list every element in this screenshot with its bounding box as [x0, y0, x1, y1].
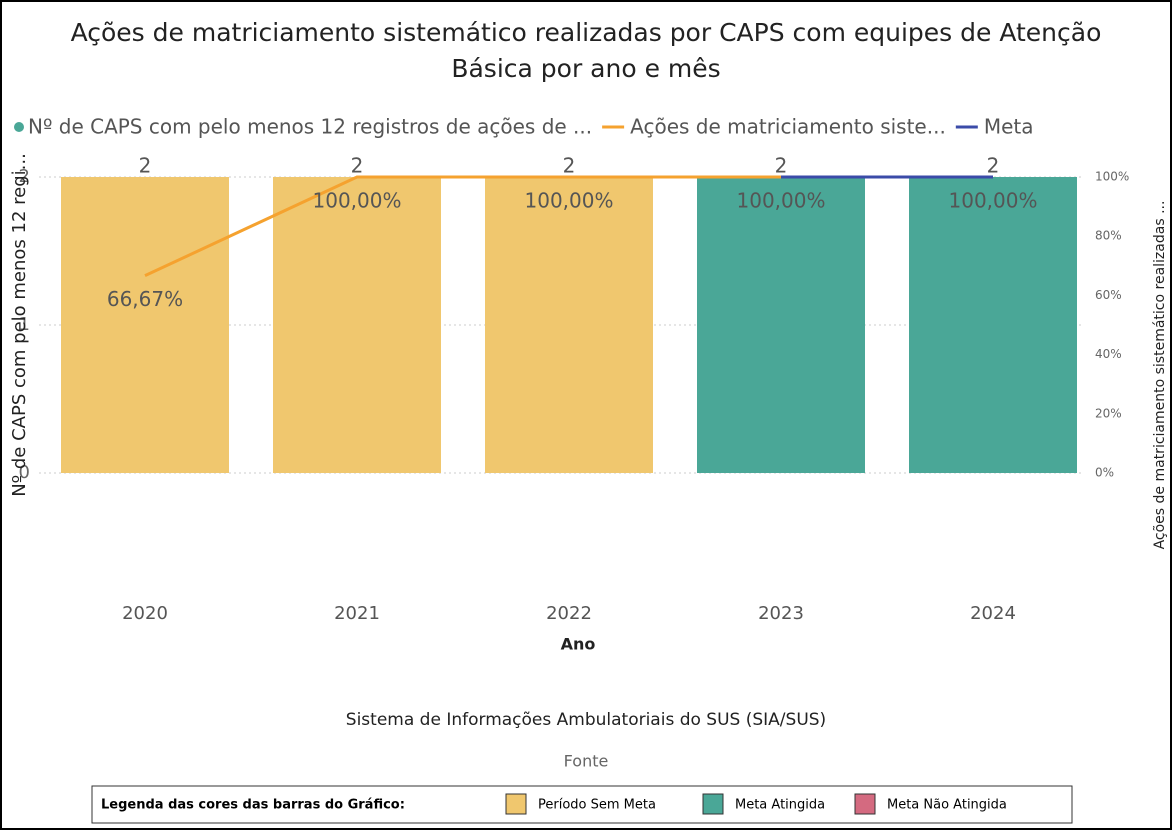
color-legend-title: Legenda das cores das barras do Gráfico: [101, 798, 405, 813]
bar [909, 177, 1077, 473]
color-legend-label: Meta Não Atingida [887, 798, 1007, 813]
y2-tick-label: 80% [1095, 229, 1122, 243]
chart-title: Básica por ano e mês [451, 54, 720, 83]
bar [61, 177, 229, 473]
bar [485, 177, 653, 473]
legend-label: Meta [984, 115, 1034, 139]
bar [697, 177, 865, 473]
bar-value-label: 2 [775, 154, 788, 178]
x-tick-label: 2024 [970, 603, 1016, 624]
x-axis-title: Ano [561, 635, 596, 654]
source-label: Fonte [564, 752, 609, 771]
bar-value-label: 2 [139, 154, 152, 178]
x-tick-label: 2021 [334, 603, 380, 624]
x-tick-label: 2023 [758, 603, 804, 624]
y2-axis-title: Ações de matriciamento sistemático reali… [1152, 201, 1168, 550]
source: Sistema de Informações Ambulatoriais do … [346, 710, 826, 730]
line-value-label: 66,67% [107, 287, 183, 311]
x-tick-label: 2022 [546, 603, 592, 624]
legend-label: Nº de CAPS com pelo menos 12 registros d… [28, 115, 592, 139]
bar-value-label: 2 [563, 154, 576, 178]
y2-tick-label: 0% [1095, 466, 1114, 480]
legend-label: Ações de matriciamento siste... [630, 115, 946, 139]
x-tick-label: 2020 [122, 603, 168, 624]
bar-value-label: 2 [351, 154, 364, 178]
color-legend-swatch [855, 794, 875, 814]
color-legend-swatch [506, 794, 526, 814]
line-value-label: 100,00% [313, 189, 402, 213]
line-value-label: 100,00% [949, 189, 1038, 213]
line-value-label: 100,00% [525, 189, 614, 213]
legend-marker [14, 122, 24, 132]
color-legend-swatch [703, 794, 723, 814]
y2-tick-label: 60% [1095, 288, 1122, 302]
chart-title: Ações de matriciamento sistemático reali… [71, 18, 1102, 47]
line-value-label: 100,00% [737, 189, 826, 213]
y-axis-title: Nº de CAPS com pelo menos 12 regi... [9, 153, 30, 497]
y2-tick-label: 100% [1095, 170, 1129, 184]
color-legend-label: Período Sem Meta [538, 798, 656, 813]
bar-value-label: 2 [987, 154, 1000, 178]
chart: Ações de matriciamento sistemático reali… [0, 0, 1172, 830]
bar [273, 177, 441, 473]
color-legend-label: Meta Atingida [735, 798, 825, 813]
y2-tick-label: 20% [1095, 406, 1122, 420]
y2-tick-label: 40% [1095, 347, 1122, 361]
